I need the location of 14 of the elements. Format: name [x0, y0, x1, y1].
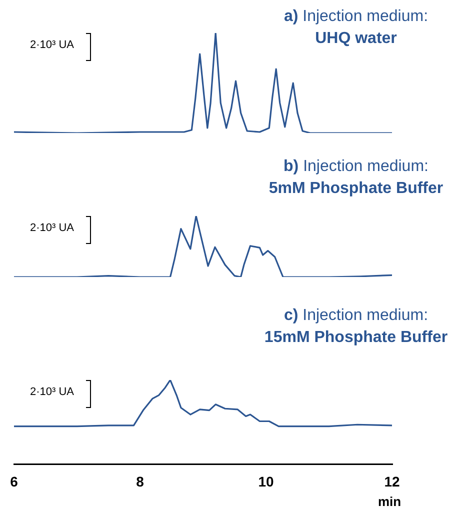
chart-subtitle: UHQ water [314, 29, 398, 49]
x-tick-label: 12 [384, 473, 400, 490]
annotation: 2·10³ UA [30, 222, 74, 234]
chart-subtitle: 5mM Phosphate Buffer [268, 179, 444, 199]
annotation: 2·10³ UA [30, 39, 74, 51]
chart-title: a) Injection medium: [284, 8, 428, 25]
chart-title: b) Injection medium: [284, 158, 428, 175]
x-tick-label: 10 [258, 473, 274, 490]
annotation: 2·10³ UA [30, 386, 74, 398]
x-tick-label: 6 [10, 473, 18, 490]
chart-subtitle: 15mM Phosphate Buffer [263, 328, 449, 348]
x-axis-title: min [378, 494, 402, 509]
x-tick-label: 8 [136, 473, 144, 490]
chart-title: c) Injection medium: [284, 307, 428, 324]
